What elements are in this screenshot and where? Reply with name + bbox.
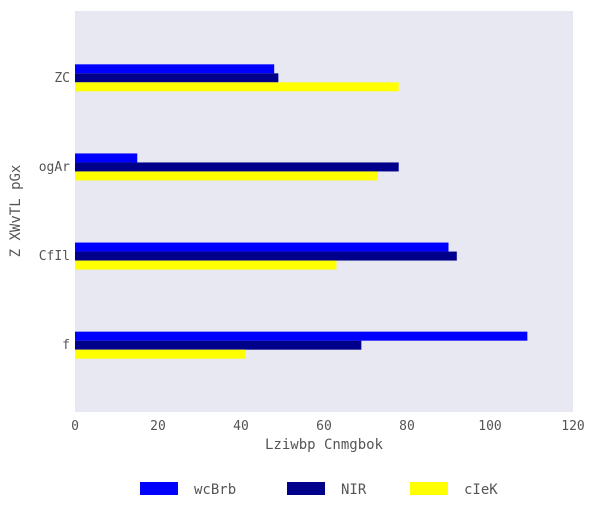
- x-tick-label: 80: [399, 419, 415, 434]
- bar-NIR-CfIl: [75, 251, 457, 261]
- x-tick-label: 20: [150, 419, 166, 434]
- y-axis-label: Z XWvTL pGx: [8, 165, 24, 258]
- y-axis-ticks: ZC ogAr CfIl f: [39, 71, 70, 353]
- y-tick-label: ogAr: [39, 160, 70, 175]
- x-tick-label: 40: [233, 419, 249, 434]
- bar-wcBrb-ogAr: [75, 153, 138, 163]
- bar-NIR-f: [75, 340, 362, 350]
- y-tick-label: ZC: [54, 71, 70, 86]
- legend-label-wcBrb: wcBrb: [194, 482, 236, 498]
- legend-swatch-wcBrb: [140, 482, 178, 495]
- bar-cIeK-ZC: [75, 82, 399, 92]
- y-tick-label: f: [62, 338, 70, 353]
- legend: wcBrb NIR cIeK: [140, 482, 498, 498]
- bar-NIR-ZC: [75, 73, 279, 83]
- bar-cIeK-f: [75, 349, 246, 359]
- legend-swatch-cIeK: [410, 482, 448, 495]
- y-tick-label: CfIl: [39, 249, 70, 264]
- bar-wcBrb-CfIl: [75, 242, 449, 252]
- bar-wcBrb-f: [75, 331, 528, 341]
- x-tick-label: 60: [316, 419, 332, 434]
- x-tick-label: 0: [71, 419, 79, 434]
- x-tick-label: 100: [478, 419, 501, 434]
- bar-NIR-ogAr: [75, 162, 399, 172]
- legend-swatch-NIR: [287, 482, 325, 495]
- legend-label-cIeK: cIeK: [464, 482, 498, 498]
- bar-cIeK-ogAr: [75, 171, 378, 181]
- x-axis-label: Lziwbp Cnmgbok: [265, 437, 384, 453]
- x-tick-label: 120: [561, 419, 584, 434]
- bar-cIeK-CfIl: [75, 260, 337, 270]
- legend-label-NIR: NIR: [341, 482, 367, 498]
- bar-wcBrb-ZC: [75, 64, 275, 74]
- bars-layer: [75, 64, 528, 359]
- x-axis-ticks: 0 20 40 60 80 100 120: [71, 419, 585, 434]
